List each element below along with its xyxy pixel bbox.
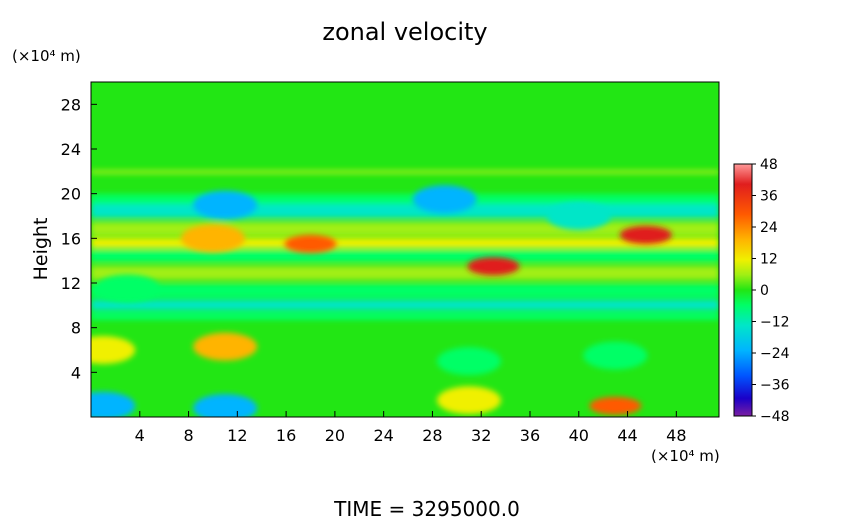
heatmap-feature-9 [412, 185, 477, 214]
heatmap-feature-1 [91, 336, 136, 364]
x-tick-label: 12 [227, 426, 247, 445]
colorbar-tick-label: 36 [760, 189, 778, 205]
y-axis-unit: (×10⁴ m) [12, 47, 81, 65]
x-tick-label: 40 [569, 426, 589, 445]
x-tick-label: 28 [422, 426, 442, 445]
y-tick-label: 20 [61, 185, 81, 204]
colorbar-tick-label: −24 [760, 346, 790, 362]
x-tick-label: 8 [183, 426, 193, 445]
y-tick-label: 8 [71, 319, 81, 338]
y-tick-label: 4 [71, 363, 81, 382]
x-tick-label: 44 [617, 426, 637, 445]
heatmap-feature-15 [95, 274, 160, 303]
heatmap-core-3 [605, 401, 626, 410]
colorbar-tick-label: −12 [760, 315, 790, 331]
colorbar-tick-label: −48 [760, 409, 790, 425]
heatmap-core-1 [483, 262, 504, 271]
y-axis: 4 8 12 16 20 24 28 [61, 95, 97, 382]
heatmap-feature-0 [193, 332, 258, 361]
y-tick-label: 24 [61, 140, 81, 159]
heatmap-feature-14 [583, 341, 648, 370]
colorbar-tick-label: 24 [760, 220, 778, 236]
chart-title: zonal velocity [322, 18, 487, 46]
heatmap-core-0 [300, 239, 321, 248]
x-tick-label: 16 [276, 426, 296, 445]
heatmap-feature-12 [193, 394, 258, 417]
x-tick-label: 48 [666, 426, 686, 445]
colorbar-tick-label: 12 [760, 252, 778, 268]
heatmap-feature-8 [193, 190, 258, 219]
heatmap-feature-13 [437, 347, 502, 376]
heatmap-feature-11 [91, 391, 136, 417]
y-axis-label: Height [30, 218, 52, 281]
x-tick-label: 32 [471, 426, 491, 445]
colorbar-tick-label: −36 [760, 378, 790, 394]
x-axis: 4 8 12 16 20 24 28 32 36 40 44 48 [135, 411, 687, 445]
heatmap-feature-10 [546, 202, 611, 230]
heatmap-feature-3 [180, 224, 245, 253]
x-tick-label: 4 [135, 426, 145, 445]
time-label: TIME = 3295000.0 [333, 497, 520, 519]
heatmap-field [91, 82, 719, 417]
x-tick-label: 36 [520, 426, 540, 445]
plot-frame [90, 81, 720, 418]
y-tick-label: 16 [61, 229, 81, 248]
colorbar-tick-label: 0 [760, 283, 769, 299]
y-tick-label: 28 [61, 95, 81, 114]
colorbar: 48 36 24 12 0 −12 −24 −36 −48 [733, 157, 790, 425]
x-tick-label: 24 [373, 426, 393, 445]
y-tick-label: 12 [61, 274, 81, 293]
x-tick-label: 20 [325, 426, 345, 445]
heatmap-feature-7 [437, 386, 502, 415]
heatmap-core-2 [635, 230, 656, 239]
colorbar-tick-label: 48 [760, 157, 778, 173]
x-axis-unit: (×10⁴ m) [651, 447, 720, 465]
